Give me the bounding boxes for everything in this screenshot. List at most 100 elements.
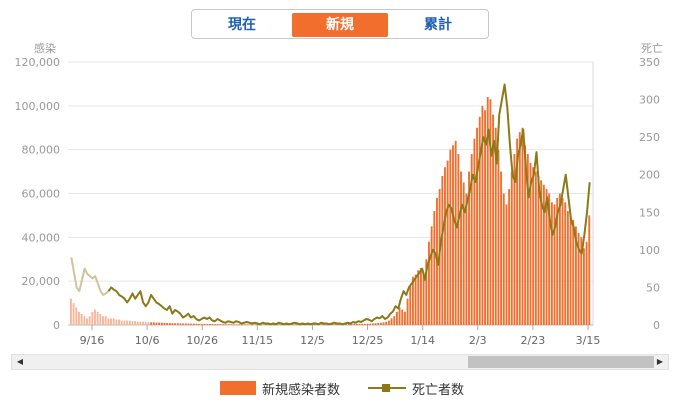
case-bar: [88, 316, 91, 325]
case-bar: [86, 318, 88, 325]
case-bar: [441, 175, 444, 325]
case-bar: [537, 175, 540, 325]
case-bar: [428, 241, 430, 325]
case-bar: [294, 324, 297, 325]
case-bar: [497, 149, 500, 325]
case-bar: [462, 182, 465, 325]
case-bar: [521, 127, 524, 325]
x-tick-label: 12/5: [300, 334, 325, 347]
case-bar: [398, 307, 401, 325]
right-tick-label: 100: [639, 244, 660, 257]
case-bar: [80, 314, 83, 325]
legend-cases[interactable]: 新規感染者数: [220, 378, 340, 398]
case-bar: [147, 322, 150, 325]
x-tick-label: 11/15: [241, 334, 273, 347]
case-bar: [211, 324, 214, 325]
case-bar: [574, 226, 577, 325]
case-bar: [139, 321, 142, 325]
case-bar: [361, 323, 364, 325]
case-bar: [526, 154, 529, 325]
scroll-thumb[interactable]: [468, 356, 654, 368]
x-tick-label: 3/15: [576, 334, 601, 347]
case-bar: [249, 324, 251, 325]
case-bar: [476, 127, 478, 325]
case-bar: [102, 316, 104, 325]
case-bar: [553, 204, 556, 325]
case-bar: [230, 324, 233, 325]
case-bar: [588, 215, 591, 325]
case-bar: [433, 211, 436, 325]
scroll-right-icon[interactable]: ▶: [656, 357, 664, 366]
case-bar: [240, 324, 243, 325]
tab-new[interactable]: 新規: [292, 13, 388, 37]
case-bar: [363, 323, 366, 325]
case-bar: [403, 311, 406, 325]
case-bar: [417, 270, 420, 325]
left-tick-label: 60,000: [22, 188, 61, 201]
left-axis-title: 感染: [34, 41, 56, 55]
case-bar: [393, 316, 396, 325]
case-bar: [110, 318, 112, 325]
case-bar: [347, 324, 350, 325]
legend-deaths-label: 死亡者数: [412, 382, 465, 398]
case-bar: [107, 318, 110, 325]
case-bar: [542, 184, 545, 325]
case-bar: [267, 324, 270, 325]
case-bar: [355, 323, 358, 325]
case-bar: [516, 138, 519, 325]
case-bar: [358, 323, 361, 325]
case-bar: [561, 197, 564, 325]
chart-scrollbar[interactable]: ◀ ▶: [11, 354, 669, 370]
tab-cumulative[interactable]: 累計: [424, 17, 452, 33]
case-bar: [374, 323, 377, 325]
case-bar: [224, 324, 227, 325]
legend-deaths[interactable]: 死亡者数: [368, 378, 464, 398]
case-bar: [379, 322, 382, 325]
left-tick-label: 120,000: [15, 56, 61, 69]
case-bar: [171, 323, 174, 325]
case-bar: [184, 323, 187, 325]
case-bar: [369, 323, 372, 325]
case-bar: [548, 193, 551, 325]
x-tick-label: 1/14: [410, 334, 435, 347]
case-bar: [457, 154, 460, 325]
right-tick-label: 50: [646, 281, 660, 294]
case-bar: [96, 311, 99, 325]
case-bar: [444, 167, 446, 325]
case-bar: [502, 193, 505, 325]
case-bar: [232, 324, 235, 325]
case-bar: [566, 211, 569, 325]
case-bar: [142, 321, 145, 325]
case-bar: [345, 324, 348, 325]
case-bar: [331, 324, 334, 325]
case-bar: [524, 145, 527, 325]
case-bar: [529, 162, 532, 325]
case-bar: [166, 323, 169, 325]
scroll-left-icon[interactable]: ◀: [16, 357, 24, 366]
case-bar: [179, 323, 182, 325]
left-tick-label: 20,000: [22, 275, 61, 288]
right-tick-label: 250: [639, 131, 660, 144]
case-bar: [371, 323, 374, 325]
case-bar: [83, 316, 86, 325]
case-bar: [556, 197, 559, 325]
case-bar: [518, 132, 521, 325]
tab-current[interactable]: 現在: [228, 17, 256, 33]
right-tick-label: 0: [653, 319, 660, 332]
case-bar: [350, 324, 353, 325]
case-bar: [112, 318, 115, 325]
case-bar: [414, 274, 417, 325]
case-bar: [150, 322, 153, 325]
case-bar: [569, 215, 572, 325]
case-bar: [532, 167, 535, 325]
case-bar: [508, 189, 511, 325]
case-bar: [214, 324, 217, 325]
case-bar: [235, 324, 238, 325]
left-tick-label: 80,000: [22, 144, 61, 157]
case-bar: [128, 320, 131, 325]
x-tick-label: 2/23: [521, 334, 546, 347]
case-bar: [321, 324, 324, 325]
x-tick-label: 12/25: [352, 334, 384, 347]
case-bar: [190, 323, 193, 325]
right-tick-label: 200: [639, 169, 660, 182]
